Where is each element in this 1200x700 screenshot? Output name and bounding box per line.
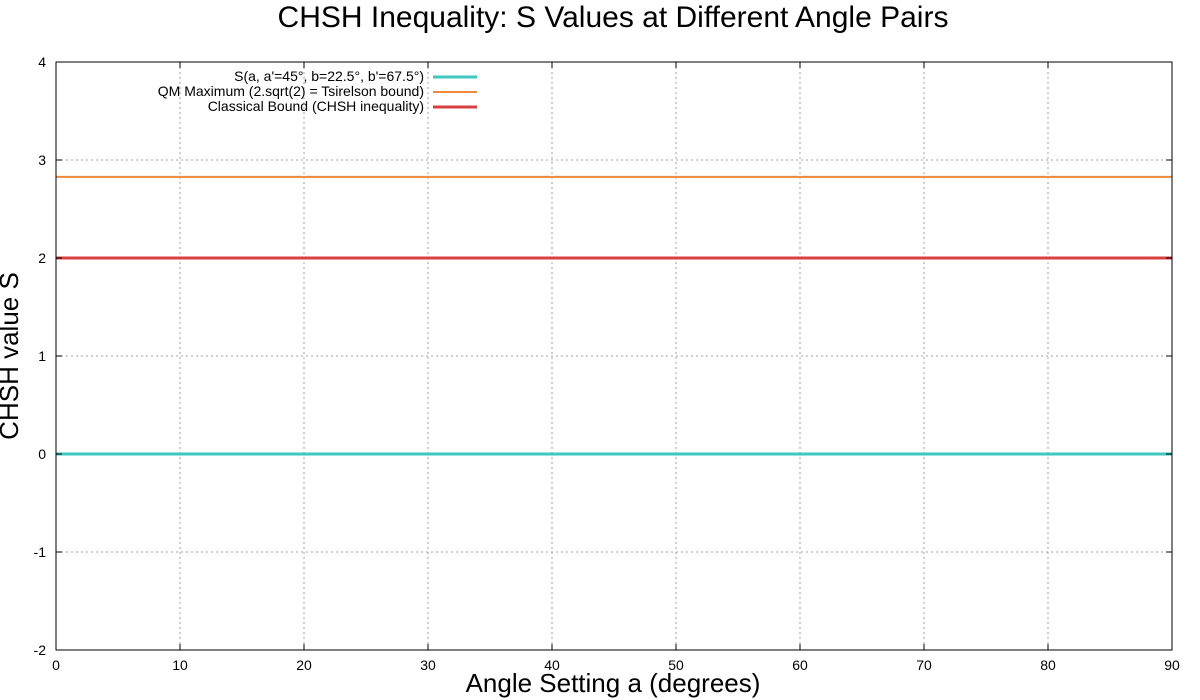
- x-tick-label: 10: [172, 657, 188, 673]
- x-tick-label: 80: [1040, 657, 1056, 673]
- x-tick-label: 30: [420, 657, 436, 673]
- x-tick-label: 90: [1164, 657, 1180, 673]
- x-tick-label: 40: [544, 657, 560, 673]
- y-tick-label: 3: [38, 152, 46, 168]
- x-tick-label: 50: [668, 657, 684, 673]
- y-tick-label: 4: [38, 54, 46, 70]
- x-axis-label: Angle Setting a (degrees): [466, 668, 761, 698]
- legend-label: QM Maximum (2.sqrt(2) = Tsirelson bound): [158, 83, 424, 99]
- x-tick-label: 0: [52, 657, 60, 673]
- plot-frame: [55, 61, 1173, 651]
- legend-label: Classical Bound (CHSH inequality): [208, 98, 424, 114]
- y-tick-label: -2: [34, 642, 47, 658]
- chart-title: CHSH Inequality: S Values at Different A…: [278, 1, 949, 34]
- x-tick-label: 60: [792, 657, 808, 673]
- grid: [56, 62, 1172, 650]
- x-tick-label: 20: [296, 657, 312, 673]
- legend-label: S(a, a'=45°, b=22.5°, b'=67.5°): [234, 68, 424, 84]
- y-tick-label: 1: [38, 348, 46, 364]
- y-tick-label: -1: [34, 544, 47, 560]
- y-tick-label: 0: [38, 446, 46, 462]
- legend: S(a, a'=45°, b=22.5°, b'=67.5°)QM Maximu…: [158, 68, 477, 114]
- x-tick-label: 70: [916, 657, 932, 673]
- y-tick-label: 2: [38, 250, 46, 266]
- y-axis-label: CHSH value S: [0, 272, 24, 440]
- ticks: 0 10 20 30 40 50 60 70 80 90 -2 -1 0 1 2 3 4: [34, 54, 1180, 673]
- series-lines: [56, 175, 1172, 456]
